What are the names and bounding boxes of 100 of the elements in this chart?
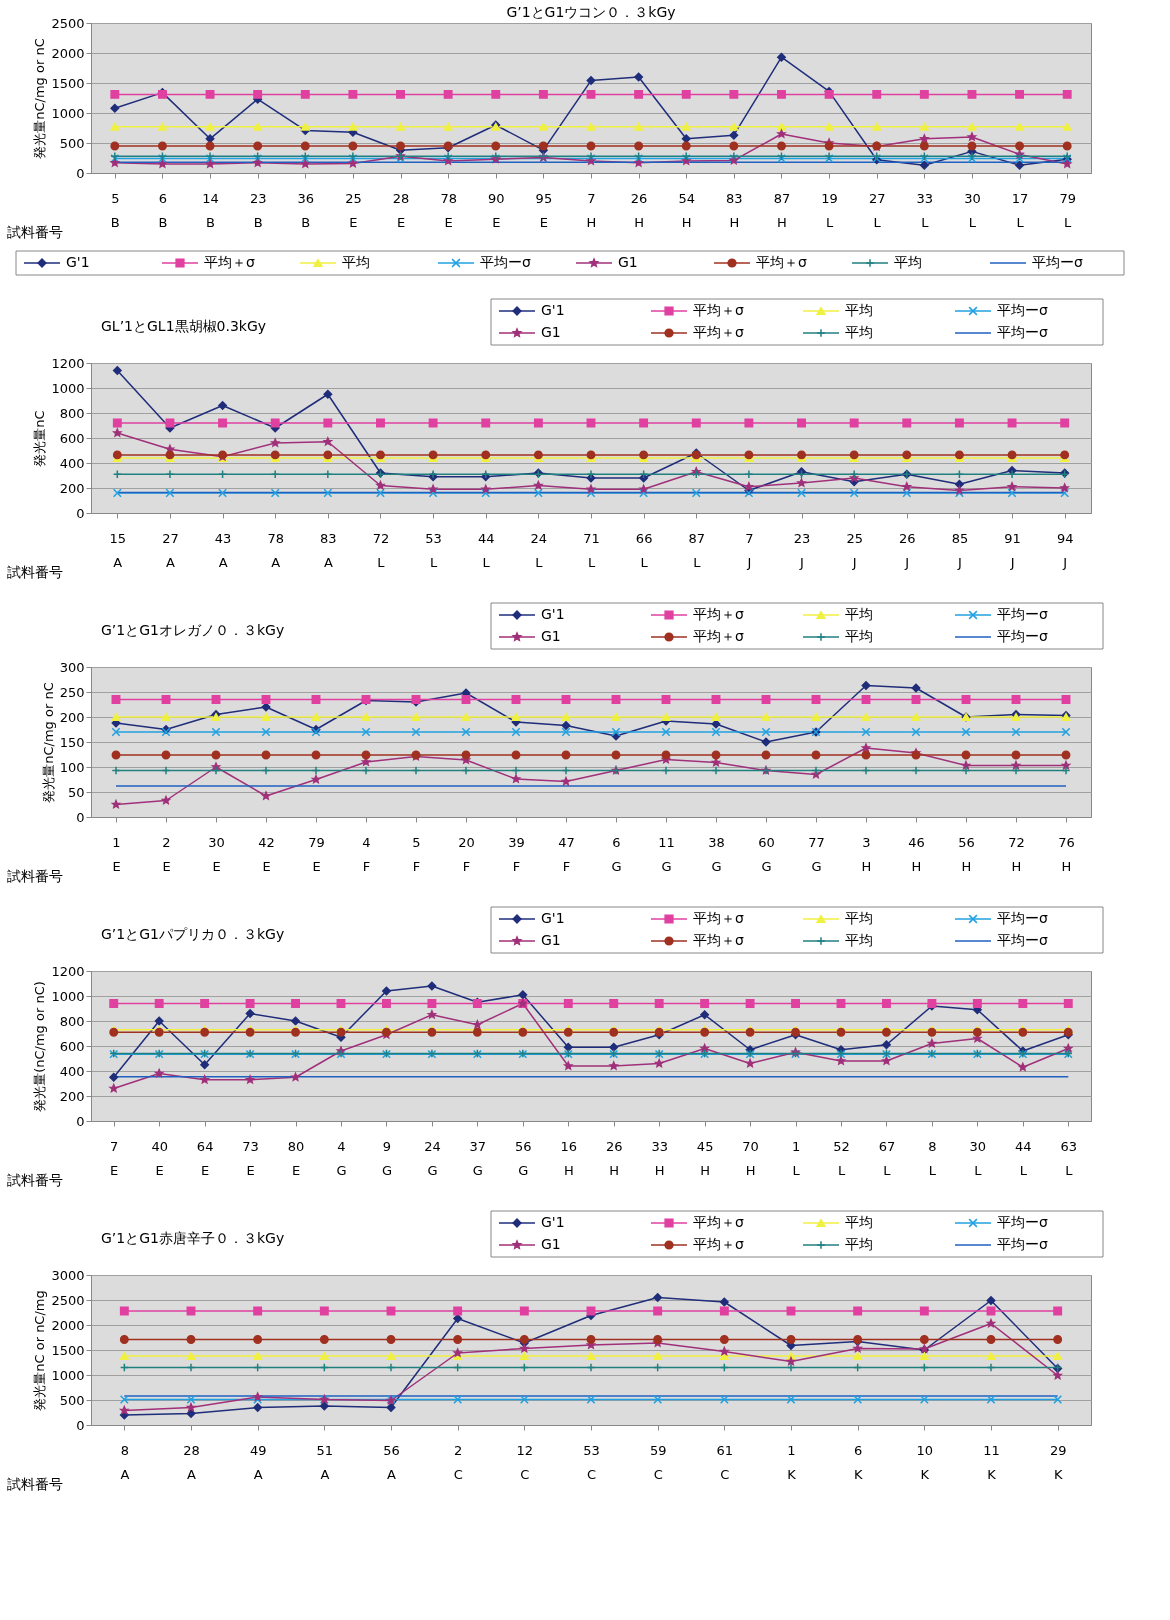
y-tick-label: 600 (59, 430, 85, 446)
x-tick-label: 83 A (320, 530, 337, 570)
x-tick-label: 56 H (958, 834, 975, 874)
x-tick-label: 6 B (158, 190, 168, 230)
x-tick-label: 73 E (242, 1138, 259, 1178)
y-tick-label: 1200 (51, 963, 85, 979)
y-tick-label: 800 (59, 1013, 85, 1029)
x-tick-label: 76 H (1058, 834, 1075, 874)
x-tick-label: 3 H (861, 834, 872, 874)
x-tick-label: 56 G (515, 1138, 532, 1178)
x-tick-label: 33 H (651, 1138, 668, 1178)
x-tick-label: 29 K (1049, 1442, 1067, 1482)
x-tick-label: 30 E (208, 834, 225, 874)
legend-label: G1 (541, 324, 561, 340)
x-tick-label: 36 B (297, 190, 315, 230)
x-tick-label: 90 E (487, 190, 505, 230)
chart-title: GL’1とGL1黒胡椒0.3kGy (101, 318, 267, 334)
y-tick-label: 500 (59, 1392, 85, 1408)
x-tick-label: 2 C (453, 1442, 463, 1482)
legend-label: 平均ーσ (997, 910, 1048, 926)
y-tick-label: 1000 (51, 1367, 85, 1383)
x-tick-label: 37 G (469, 1138, 487, 1178)
x-tick-label: 1 K (787, 1442, 797, 1482)
legend-label: 平均＋σ (756, 254, 807, 270)
legend-label: 平均 (894, 254, 922, 270)
x-tick-label: 5 B (110, 190, 120, 230)
x-tick-label: 25 J (846, 530, 863, 570)
x-tick-label: 7 E (110, 1138, 119, 1178)
x-tick-label: 42 E (258, 834, 275, 874)
y-tick-label: 400 (59, 1063, 85, 1079)
y-tick-label: 2000 (51, 1317, 85, 1333)
legend-label: 平均 (845, 1214, 873, 1230)
x-tick-label: 7 J (745, 530, 754, 570)
x-tick-label: 77 G (808, 834, 825, 874)
legend-label: 平均＋σ (693, 1236, 744, 1252)
x-axis-title: 試料番号 (6, 1171, 63, 1188)
x-tick-label: 25 E (345, 190, 362, 230)
y-tick-label: 1000 (51, 380, 85, 396)
y-tick-label: 0 (76, 505, 85, 521)
chart-title: G’1とG1赤唐辛子０．３kGy (101, 1230, 285, 1246)
x-tick-label: 7 H (586, 190, 597, 230)
y-tick-label: 500 (59, 135, 85, 151)
x-tick-label: 78 E (440, 190, 457, 230)
x-tick-label: 4 F (362, 834, 371, 874)
x-tick-label: 87 L (688, 530, 706, 570)
y-tick-label: 0 (76, 1417, 85, 1433)
y-tick-label: 250 (59, 684, 85, 700)
x-tick-label: 44 L (477, 530, 495, 570)
y-axis-title: 発光量(nC/mg or nC) (32, 981, 48, 1112)
legend-label: G'1 (541, 606, 565, 622)
legend-label: 平均＋σ (693, 1214, 744, 1230)
legend-label: 平均＋σ (204, 254, 255, 270)
y-tick-label: 3000 (51, 1267, 85, 1283)
x-tick-label: 30 L (969, 1138, 987, 1178)
x-tick-label: 71 L (583, 530, 600, 570)
x-tick-label: 30 L (964, 190, 981, 230)
x-tick-label: 1 L (791, 1138, 801, 1178)
legend-label: 平均 (342, 254, 370, 270)
legend-label: 平均ーσ (997, 1236, 1048, 1252)
x-tick-label: 9 G (381, 1138, 392, 1178)
x-tick-label: 64 E (196, 1138, 214, 1178)
y-tick-label: 800 (59, 405, 85, 421)
x-tick-label: 28 A (183, 1442, 200, 1482)
x-tick-label: 67 L (878, 1138, 896, 1178)
x-tick-label: 83 H (726, 190, 743, 230)
legend-label: 平均ーσ (1032, 254, 1083, 270)
x-tick-label: 59 C (649, 1442, 667, 1482)
y-tick-label: 100 (59, 759, 85, 775)
x-tick-label: 94 J (1056, 530, 1074, 570)
y-tick-label: 200 (59, 709, 85, 725)
x-tick-label: 19 L (821, 190, 838, 230)
legend-label: 平均ーσ (997, 628, 1048, 644)
x-tick-label: 70 H (742, 1138, 759, 1178)
x-tick-label: 28 E (392, 190, 410, 230)
x-tick-label: 66 L (635, 530, 653, 570)
x-tick-label: 43 A (214, 530, 232, 570)
y-tick-label: 1200 (51, 355, 85, 371)
y-tick-label: 0 (76, 165, 85, 181)
x-tick-label: 47 F (558, 834, 575, 874)
x-tick-label: 53 C (583, 1442, 600, 1482)
legend-label: 平均＋σ (693, 628, 744, 644)
x-tick-label: 87 H (773, 190, 791, 230)
x-axis-title: 試料番号 (6, 563, 63, 580)
x-tick-label: 15 A (109, 530, 127, 570)
x-tick-label: 51 A (316, 1442, 334, 1482)
y-tick-label: 200 (59, 480, 85, 496)
chart-title: G’1とG1パプリカ０．３kGy (101, 926, 285, 942)
legend-label: 平均ーσ (997, 302, 1048, 318)
x-tick-label: 61 C (716, 1442, 734, 1482)
x-tick-label: 14 B (202, 190, 219, 230)
legend-label: 平均 (845, 1236, 873, 1252)
y-tick-label: 2000 (51, 45, 85, 61)
x-tick-label: 56 A (383, 1442, 400, 1482)
x-tick-label: 1 E (112, 834, 121, 874)
legend-label: 平均ーσ (997, 932, 1048, 948)
y-tick-label: 400 (59, 455, 85, 471)
y-tick-label: 50 (67, 784, 85, 800)
legend-label: 平均＋σ (693, 324, 744, 340)
x-tick-label: 2 E (162, 834, 171, 874)
x-tick-label: 23 J (793, 530, 811, 570)
